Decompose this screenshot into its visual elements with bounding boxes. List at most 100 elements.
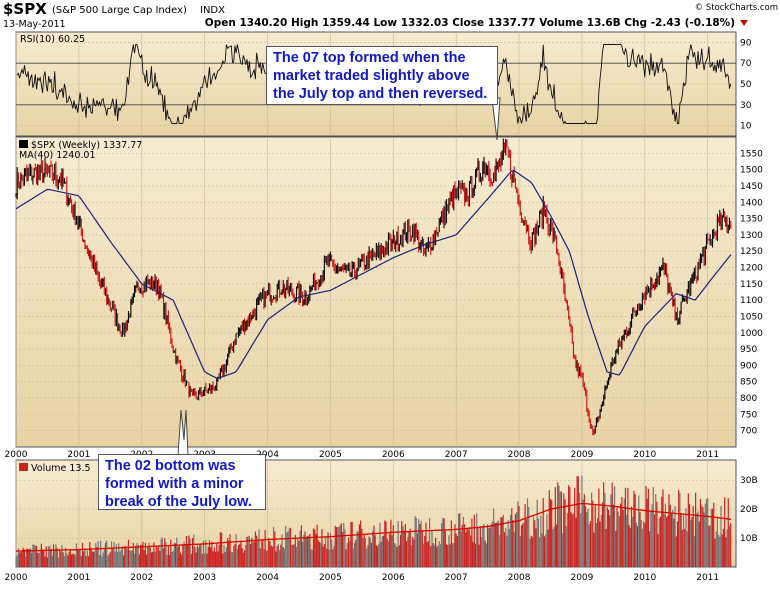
volume-bar: [432, 543, 434, 567]
volume-bar: [124, 545, 126, 567]
volume-bar: [571, 514, 573, 567]
volume-bar: [381, 536, 384, 567]
volume-bar: [413, 539, 415, 567]
price-tick-label: 1000: [740, 329, 763, 339]
volume-bar: [20, 552, 22, 567]
volume-bar: [188, 535, 190, 567]
volume-bar: [51, 555, 53, 567]
down-arrow-icon: [740, 20, 748, 26]
volume-bar: [167, 545, 169, 567]
volume-bar: [627, 488, 629, 567]
volume-bar: [148, 542, 150, 567]
volume-bar: [77, 549, 79, 567]
volume-bar: [54, 549, 56, 567]
volume-bar: [727, 498, 729, 567]
volume-bar: [179, 552, 182, 567]
volume-bar: [222, 553, 224, 567]
volume-tick-label: 10B: [740, 534, 758, 544]
volume-bar: [181, 554, 183, 567]
volume-bar: [448, 535, 450, 567]
volume-bar: [453, 543, 455, 567]
volume-bar: [622, 509, 624, 567]
volume-bar: [437, 545, 439, 567]
volume-bar: [546, 514, 548, 567]
volume-bar: [164, 538, 166, 567]
volume-bar: [85, 556, 87, 567]
price-tick-label: 1450: [740, 182, 763, 192]
volume-bar: [374, 535, 376, 567]
volume-bar: [576, 476, 578, 567]
volume-bar: [326, 548, 328, 567]
volume-bar: [397, 521, 399, 567]
volume-bar: [96, 546, 98, 567]
volume-bar: [160, 539, 162, 567]
volume-bar: [629, 527, 631, 567]
volume-bar: [691, 516, 693, 567]
volume-bar: [252, 542, 254, 567]
price-tick-label: 1100: [740, 296, 763, 306]
volume-bar: [542, 498, 544, 567]
volume-bar: [479, 526, 481, 567]
volume-bar: [137, 544, 139, 567]
volume-bar: [503, 532, 506, 567]
volume-bar: [297, 538, 299, 567]
volume-bar: [50, 549, 52, 567]
volume-bar: [368, 536, 370, 567]
volume-bar: [401, 521, 403, 567]
volume-bar: [49, 545, 51, 567]
volume-bar: [135, 545, 137, 567]
volume-bar: [144, 542, 146, 567]
volume-bar: [572, 513, 575, 567]
volume-bar: [570, 512, 572, 567]
volume-bar: [138, 554, 140, 567]
volume-bar: [112, 548, 114, 567]
volume-bar: [213, 547, 215, 567]
volume-bar: [589, 521, 592, 567]
volume-bar: [237, 545, 240, 567]
volume-bar: [610, 494, 612, 567]
volume-bar: [392, 525, 394, 567]
volume-bar: [615, 530, 617, 567]
volume-bar: [687, 493, 689, 567]
volume-bar: [176, 537, 178, 567]
volume-bar: [337, 526, 339, 567]
volume-bar: [265, 550, 267, 567]
volume-bar: [127, 539, 130, 567]
volume-bar: [525, 519, 527, 567]
volume-bar: [316, 524, 318, 567]
volume-bar: [200, 543, 202, 567]
volume-bar: [720, 505, 722, 567]
volume-bar: [25, 556, 27, 567]
index-name: (S&P 500 Large Cap Index): [52, 5, 187, 16]
volume-bar: [457, 514, 460, 567]
volume-bar: [531, 536, 533, 567]
volume-bar: [66, 553, 68, 567]
volume-bar: [386, 538, 388, 567]
volume-bar: [235, 533, 237, 567]
volume-bar: [473, 514, 475, 567]
volume-bar: [346, 543, 348, 567]
volume-bar: [480, 536, 483, 567]
volume-bar: [384, 520, 386, 567]
volume-bar: [644, 522, 646, 567]
volume-bar: [430, 545, 432, 567]
volume-bar: [247, 536, 249, 567]
volume-bar: [23, 549, 26, 567]
volume-bar: [398, 545, 400, 567]
volume-bar: [496, 522, 498, 567]
volume-bar: [162, 548, 165, 567]
volume-bar: [339, 524, 341, 567]
volume-bar: [312, 528, 315, 567]
volume-bar: [280, 544, 282, 567]
volume-bar: [450, 520, 452, 567]
volume-bar: [460, 531, 462, 567]
ma-legend: MA(40) 1240.01: [19, 150, 96, 161]
volume-bar: [225, 547, 228, 567]
volume-bar: [490, 523, 492, 567]
volume-bar: [624, 487, 627, 567]
volume-bar: [497, 520, 500, 567]
volume-bar: [320, 543, 322, 567]
volume-bar: [248, 535, 250, 567]
price-tick-label: 1400: [740, 198, 763, 208]
